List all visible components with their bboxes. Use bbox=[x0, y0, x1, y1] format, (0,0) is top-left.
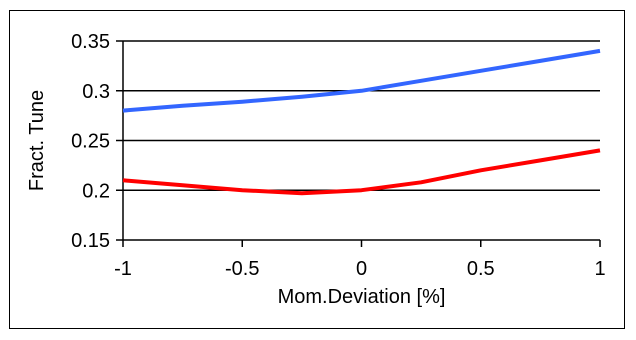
x-tick-label: 0.5 bbox=[467, 258, 495, 280]
x-tick-label: -0.5 bbox=[225, 258, 259, 280]
ticks: 0.15 0.2 0.25 0.3 0.35 -1 -0.5 0 0.5 1 bbox=[71, 31, 606, 280]
series-lines bbox=[122, 48, 601, 196]
y-tick-label: 0.2 bbox=[82, 180, 110, 202]
y-tick-label: 0.3 bbox=[82, 81, 110, 103]
x-tick-label: 0 bbox=[356, 258, 367, 280]
x-tick-label: 1 bbox=[594, 258, 605, 280]
x-axis-title: Mom.Deviation [%] bbox=[278, 286, 446, 308]
x-tick-label: -1 bbox=[114, 258, 132, 280]
series-line-1 bbox=[122, 48, 601, 113]
y-axis-title: Fract. Tune bbox=[26, 90, 48, 191]
y-tick-label: 0.35 bbox=[71, 31, 110, 53]
y-tick-label: 0.15 bbox=[71, 230, 110, 252]
series-line-2 bbox=[122, 148, 601, 196]
y-tick-label: 0.25 bbox=[71, 131, 110, 153]
